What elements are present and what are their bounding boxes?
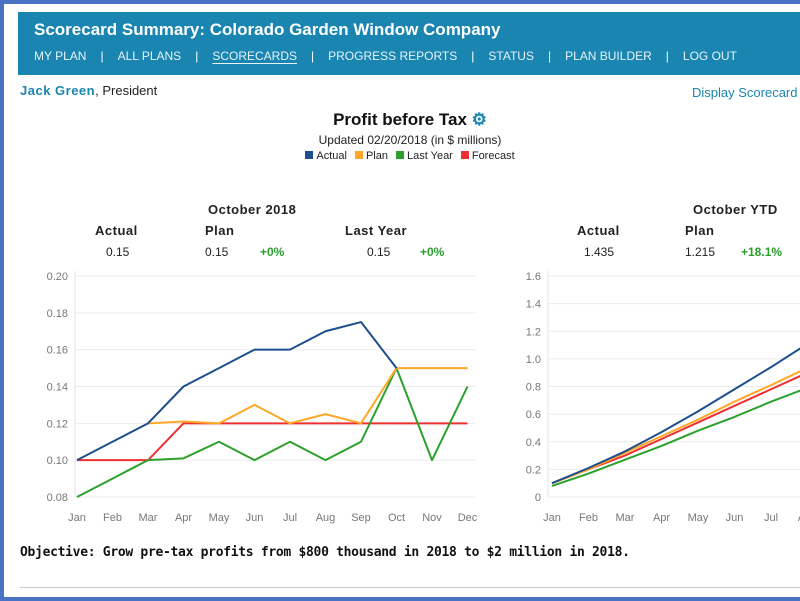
nav-separator: | xyxy=(311,49,315,63)
x-tick-label: Nov xyxy=(422,512,442,524)
nav-separator: | xyxy=(665,49,669,63)
x-tick-label: Feb xyxy=(103,512,122,524)
series-line-actual xyxy=(551,347,800,485)
nav-item-my-plan[interactable]: MY PLAN xyxy=(34,49,87,63)
month-plan-pct: +0% xyxy=(260,245,285,259)
month-actual-label: Actual xyxy=(95,223,138,238)
y-tick-label: 0.18 xyxy=(47,308,68,320)
series-line-last-year xyxy=(76,367,469,498)
month-actual-value: 0.15 xyxy=(106,245,130,259)
ytd-plan-pct: +18.1% xyxy=(741,245,783,259)
nav-separator: | xyxy=(471,49,475,63)
month-ly-pct: +0% xyxy=(420,245,445,259)
legend-item: Actual xyxy=(305,150,347,162)
y-tick-label: 1.0 xyxy=(526,354,541,366)
y-tick-label: 0.8 xyxy=(526,382,541,394)
y-tick-label: 1.6 xyxy=(526,271,541,283)
nav-item-all-plans[interactable]: ALL PLANS xyxy=(117,49,182,63)
series-line-actual xyxy=(76,321,398,462)
y-tick-label: 0.12 xyxy=(47,418,68,430)
month-plan-value: 0.15 xyxy=(205,245,229,259)
legend-label: Forecast xyxy=(471,150,515,162)
y-tick-label: 0.6 xyxy=(526,409,541,421)
series-line-last-year xyxy=(551,389,800,487)
legend-label: Plan xyxy=(365,150,388,162)
legend-label: Last Year xyxy=(406,150,453,162)
month-ly-label: Last Year xyxy=(345,223,408,238)
x-tick-label: Jan xyxy=(543,512,561,524)
y-tick-label: 0.16 xyxy=(47,345,68,357)
series-line-plan xyxy=(147,367,468,425)
legend-item: Plan xyxy=(354,150,388,162)
legend-item: Forecast xyxy=(460,150,515,162)
nav-item-plan-builder[interactable]: PLAN BUILDER xyxy=(565,49,652,63)
nav-item-scorecards[interactable]: SCORECARDS xyxy=(212,49,297,63)
user-info: Jack Green, President xyxy=(20,83,157,98)
scorecard-title-text: Profit before Tax xyxy=(333,110,467,129)
y-tick-label: 1.4 xyxy=(526,299,541,311)
divider xyxy=(20,587,800,588)
x-tick-label: Jun xyxy=(246,512,264,524)
x-tick-label: Mar xyxy=(139,512,158,524)
y-tick-label: 0.14 xyxy=(47,382,68,394)
series-line-forecast xyxy=(77,422,468,462)
ytd-plan-label: Plan xyxy=(685,223,715,238)
legend-swatch xyxy=(305,151,314,159)
objective-text: Objective: Grow pre-tax profits from $80… xyxy=(20,545,630,560)
x-tick-label: Mar xyxy=(616,512,635,524)
nav-item-progress-reports[interactable]: PROGRESS REPORTS xyxy=(328,49,458,63)
x-tick-label: Apr xyxy=(653,512,670,524)
x-tick-label: Sep xyxy=(351,512,371,524)
display-scorecard-link[interactable]: Display Scorecard xyxy=(692,85,798,100)
main-nav: MY PLAN | ALL PLANS | SCORECARDS | PROGRESS RE… xyxy=(34,49,737,63)
header-bar: Scorecard Summary: Colorado Garden Windo… xyxy=(18,12,800,75)
scorecard-title: Profit before Tax ⚙ xyxy=(0,110,800,130)
nav-item-log-out[interactable]: LOG OUT xyxy=(682,49,737,63)
x-tick-label: Jan xyxy=(68,512,86,524)
x-tick-label: Feb xyxy=(579,512,598,524)
x-tick-label: May xyxy=(688,512,709,524)
page-title: Scorecard Summary: Colorado Garden Windo… xyxy=(34,20,501,39)
nav-separator: | xyxy=(547,49,552,63)
x-tick-label: Aug xyxy=(798,512,800,524)
nav-item-status[interactable]: STATUS xyxy=(488,49,534,63)
y-tick-label: 0.10 xyxy=(47,455,68,467)
y-tick-label: 0.20 xyxy=(47,271,68,283)
y-tick-label: 1.2 xyxy=(526,326,541,338)
nav-separator: | xyxy=(195,49,199,63)
series-line-plan xyxy=(551,370,800,485)
month-plan-label: Plan xyxy=(205,223,235,238)
y-tick-label: 0.2 xyxy=(526,464,541,476)
x-tick-label: May xyxy=(209,512,230,524)
user-role: , President xyxy=(95,83,158,98)
gear-icon[interactable]: ⚙ xyxy=(471,110,487,129)
legend-swatch xyxy=(354,151,363,159)
y-tick-label: 0 xyxy=(535,492,541,504)
nav-separator: | xyxy=(100,49,104,63)
user-name-link[interactable]: Jack Green xyxy=(20,83,96,98)
legend-item: Last Year xyxy=(395,150,453,162)
x-tick-label: Jun xyxy=(726,512,744,524)
ytd-plan-value: 1.215 xyxy=(685,245,716,259)
legend-swatch xyxy=(460,151,469,159)
x-tick-label: Jul xyxy=(764,512,778,524)
month-ly-value: 0.15 xyxy=(367,245,391,259)
ytd-actual-label: Actual xyxy=(577,223,620,238)
x-tick-label: Apr xyxy=(175,512,192,524)
x-tick-label: Oct xyxy=(388,512,405,524)
y-tick-label: 0.08 xyxy=(47,492,68,504)
x-tick-label: Jul xyxy=(283,512,297,524)
x-tick-label: Dec xyxy=(458,512,478,524)
x-tick-label: Aug xyxy=(316,512,336,524)
legend-swatch xyxy=(395,151,404,159)
updated-text: Updated 02/20/2018 (in $ millions) xyxy=(318,133,502,147)
month-heading: October 2018 xyxy=(208,202,297,217)
ytd-actual-value: 1.435 xyxy=(584,245,615,259)
ytd-heading: October YTD xyxy=(693,202,778,217)
legend: Actual Plan Last Year Forecast xyxy=(0,150,800,162)
y-tick-label: 0.4 xyxy=(526,437,541,449)
legend-label: Actual xyxy=(316,150,347,162)
